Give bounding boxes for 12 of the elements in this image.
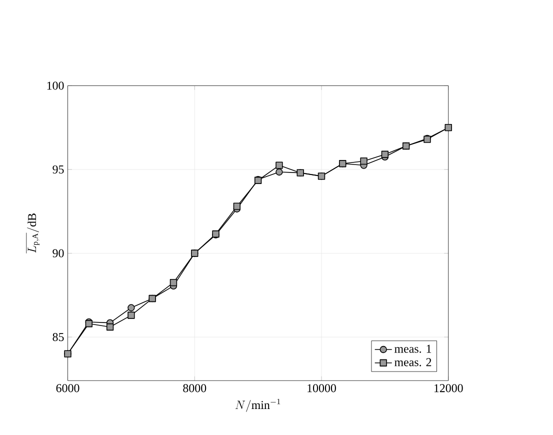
x-axis-title: $N/\mathrm{min}^{-1}$ [235,398,280,412]
y-tick-label: 90 [52,249,64,258]
y-axis-title: $\overline{L_{\mathrm{p,A}}}/\mathrm{dB}$ [26,213,40,254]
legend-label: meas. 1 [394,344,432,353]
y-tick-label: 95 [52,165,64,174]
legend-label: meas. 2 [394,358,432,366]
x-tick-label: 12000 [434,384,463,392]
x-tick-label: 8000 [183,384,206,392]
y-tick-label: 85 [52,332,64,341]
x-tick-label: 6000 [56,384,80,392]
y-tick-label: 100 [47,81,64,90]
x-tick-label: 10000 [308,384,336,392]
